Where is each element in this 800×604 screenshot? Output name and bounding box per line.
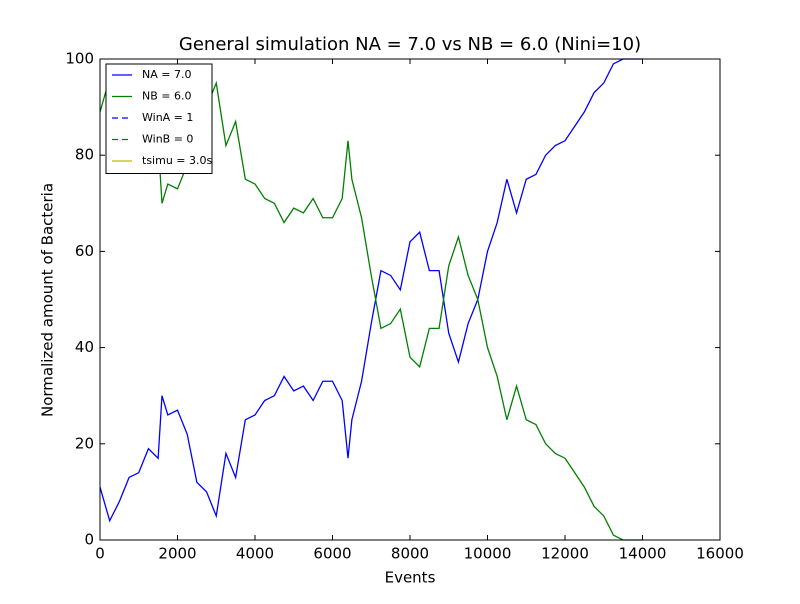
y-tick-label: 80 — [75, 146, 94, 164]
data-line — [99, 58, 643, 523]
y-tick-label: 20 — [75, 434, 94, 452]
chart-title: General simulation NA = 7.0 vs NB = 6.0 … — [179, 34, 641, 55]
legend-label: NA = 7.0 — [142, 68, 191, 81]
x-tick-label: 10000 — [464, 545, 512, 563]
y-tick-label: 60 — [75, 242, 94, 260]
legend-label: WinA = 1 — [142, 111, 193, 124]
x-tick-label: 2000 — [158, 545, 196, 563]
y-tick-label: 0 — [84, 531, 94, 549]
legend-label: WinB = 0 — [142, 133, 193, 146]
x-tick-label: 12000 — [541, 545, 589, 563]
x-tick-label: 0 — [95, 545, 105, 563]
x-axis-label: Events — [385, 569, 436, 587]
legend-label: NB = 6.0 — [142, 90, 191, 103]
y-tick-label: 40 — [75, 338, 94, 356]
legend-box — [105, 63, 213, 174]
x-tick-label: 4000 — [236, 545, 274, 563]
y-axis-label: Normalized amount of Bacteria — [39, 183, 57, 417]
x-tick-label: 16000 — [696, 545, 744, 563]
y-tick-label: 100 — [65, 50, 94, 68]
legend-label: tsimu = 3.0s — [142, 154, 212, 167]
legend: NA = 7.0 NB = 6.0 WinA = 1 WinB = 0 tsimu = … — [105, 63, 213, 174]
x-tick-label: 14000 — [619, 545, 667, 563]
x-tick-label: 6000 — [313, 545, 351, 563]
x-tick-label: 8000 — [391, 545, 429, 563]
